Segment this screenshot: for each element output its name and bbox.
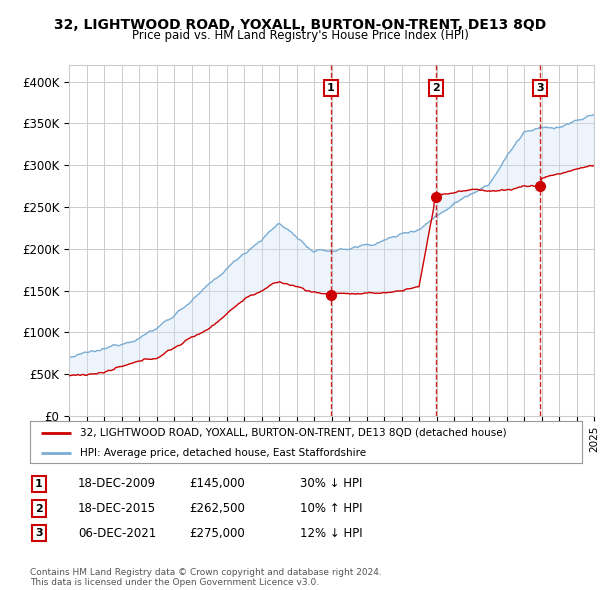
Text: 2: 2 [432, 83, 440, 93]
Text: 32, LIGHTWOOD ROAD, YOXALL, BURTON-ON-TRENT, DE13 8QD: 32, LIGHTWOOD ROAD, YOXALL, BURTON-ON-TR… [54, 18, 546, 32]
Text: Contains HM Land Registry data © Crown copyright and database right 2024.
This d: Contains HM Land Registry data © Crown c… [30, 568, 382, 587]
Text: £262,500: £262,500 [189, 502, 245, 515]
Text: Price paid vs. HM Land Registry's House Price Index (HPI): Price paid vs. HM Land Registry's House … [131, 30, 469, 42]
Text: 12% ↓ HPI: 12% ↓ HPI [300, 527, 362, 540]
Text: 1: 1 [35, 479, 43, 489]
Text: HPI: Average price, detached house, East Staffordshire: HPI: Average price, detached house, East… [80, 448, 366, 457]
Text: 1: 1 [327, 83, 335, 93]
Text: 2: 2 [35, 504, 43, 513]
Text: 32, LIGHTWOOD ROAD, YOXALL, BURTON-ON-TRENT, DE13 8QD (detached house): 32, LIGHTWOOD ROAD, YOXALL, BURTON-ON-TR… [80, 428, 506, 438]
Text: £275,000: £275,000 [189, 527, 245, 540]
Text: 18-DEC-2009: 18-DEC-2009 [78, 477, 156, 490]
Text: £145,000: £145,000 [189, 477, 245, 490]
Text: 18-DEC-2015: 18-DEC-2015 [78, 502, 156, 515]
Text: 3: 3 [35, 529, 43, 538]
Text: 30% ↓ HPI: 30% ↓ HPI [300, 477, 362, 490]
Text: 3: 3 [536, 83, 544, 93]
Text: 06-DEC-2021: 06-DEC-2021 [78, 527, 156, 540]
Text: 10% ↑ HPI: 10% ↑ HPI [300, 502, 362, 515]
